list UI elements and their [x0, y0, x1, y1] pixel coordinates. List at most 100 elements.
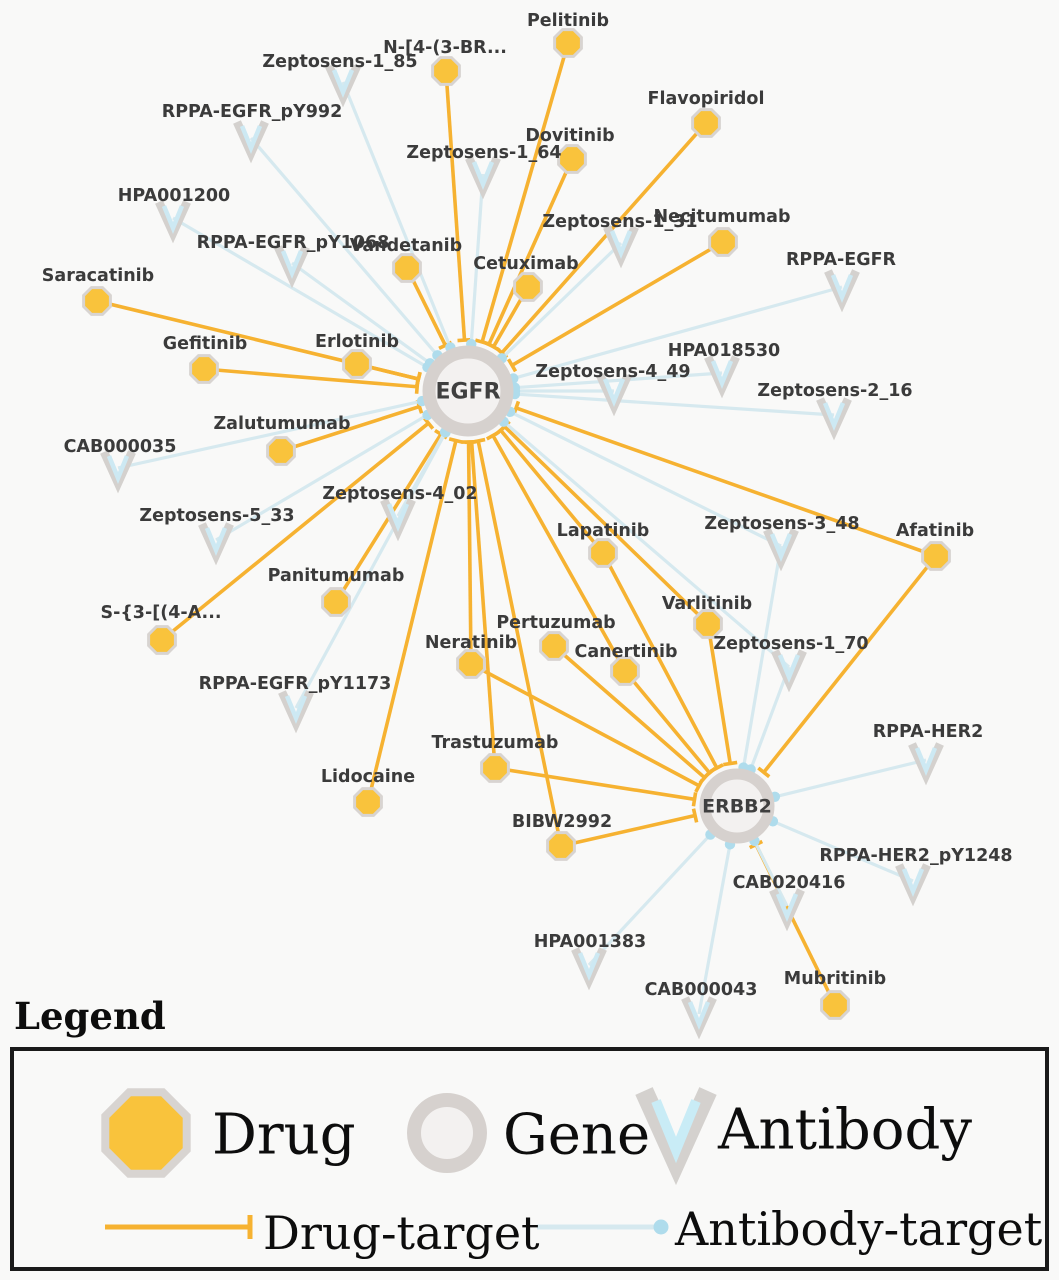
- antibody-node-rppa_egfr_py992: [233, 120, 269, 164]
- drug-label-varlitinib: Varlitinib: [662, 594, 752, 614]
- antibody-node-hpa018530: [704, 355, 740, 399]
- antibody-node-zeptosens_3_48: [763, 528, 799, 572]
- antibody-node-zeptosens_4_02: [380, 498, 416, 542]
- antibody-target-edge: [215, 413, 429, 542]
- antibody-label-zeptosens_1_85: Zeptosens-1_85: [262, 52, 417, 72]
- antibody-target-edge: [514, 392, 835, 417]
- drug-target-edge: [500, 121, 708, 355]
- antibody-label-zeptosens_1_70: Zeptosens-1_70: [713, 634, 868, 654]
- drug-target-edge: [160, 421, 430, 642]
- antibody-label-zeptosens_4_02: Zeptosens-4_02: [322, 484, 477, 504]
- drug-target-edge: [280, 404, 420, 453]
- antibody-label-zeptosens_1_31: Zeptosens-1_31: [542, 212, 697, 232]
- drug-target-edge: [487, 158, 574, 346]
- gene-node-swatch: [407, 1093, 487, 1173]
- antibody-node-zeptosens_1_31: [603, 225, 639, 269]
- antibody-node-zeptosens_2_16: [816, 397, 852, 441]
- drug-label-afatinib: Afatinib: [896, 521, 974, 541]
- drug-node-varlitinib: [693, 609, 723, 639]
- antibody-label-cab000043: CAB000043: [645, 980, 758, 1000]
- drug-node-afatinib: [921, 541, 951, 571]
- drug-node-zalutumumab: [266, 436, 296, 466]
- legend-gene-label: Gene: [503, 1102, 651, 1168]
- drug-node-erlotinib: [342, 349, 372, 379]
- drug-target-tee: [448, 437, 464, 444]
- legend-antibody-label: Antibody: [718, 1097, 972, 1163]
- drug-label-flavopiridol: Flavopiridol: [648, 89, 765, 109]
- drug-node-necitumumab: [708, 227, 738, 257]
- gene-node-ERBB2: [699, 768, 775, 844]
- antibody-node-zeptosens_1_70: [771, 649, 807, 693]
- gene-label-ERBB2: ERBB2: [702, 796, 772, 818]
- drug-target-edge: [203, 367, 418, 389]
- drug-label-trastuzumab: Trastuzumab: [432, 733, 559, 753]
- antibody-target-edge: [291, 261, 431, 365]
- antibody-target-edge: [749, 666, 791, 771]
- antibody-target-edge: [753, 840, 789, 907]
- drug-target-edge: [706, 623, 733, 764]
- drug-label-mubritinib: Mubritinib: [784, 969, 886, 989]
- legend-drug-label: Drug: [212, 1102, 356, 1168]
- antibody-label-cab020416: CAB020416: [733, 873, 846, 893]
- gene-node-EGFR: [422, 345, 514, 437]
- antibody-target-edge: [500, 241, 623, 360]
- antibody-node-rppa_egfr_py1173: [278, 690, 314, 734]
- antibody-target-edge: [294, 431, 447, 709]
- drug-target-edge: [503, 425, 710, 626]
- drug-target-tee: [723, 760, 738, 767]
- antibody-target-edge: [249, 136, 439, 357]
- drug-target-tee: [709, 763, 724, 773]
- drug-target-edge: [444, 70, 467, 341]
- legend-drug-edge-label: Drug-target: [263, 1206, 540, 1260]
- drug-target-edge: [515, 406, 937, 558]
- drug-label-gefitinib: Gefitinib: [163, 334, 248, 354]
- gene-label-EGFR: EGFR: [435, 380, 500, 405]
- antibody-node-cab020416: [769, 888, 805, 932]
- antibody-label-hpa001383: HPA001383: [534, 932, 646, 952]
- drug-target-edge: [469, 441, 497, 769]
- antibody-label-rppa_egfr_py1173: RPPA-EGFR_pY1173: [199, 674, 392, 694]
- drug-label-panitumumab: Panitumumab: [268, 566, 405, 586]
- antibody-target-edge: [514, 371, 723, 390]
- antibody-target-edge: [509, 410, 782, 548]
- legend-title: Legend: [14, 994, 166, 1038]
- drug-target-tee: [415, 371, 422, 387]
- drug-target-tee: [691, 808, 699, 823]
- antibody-label-zeptosens_1_64: Zeptosens-1_64: [406, 143, 561, 163]
- antibody-label-hpa018530: HPA018530: [668, 341, 780, 361]
- drug-target-edge: [480, 42, 570, 343]
- drug-node-lapatinib: [588, 538, 618, 568]
- drug-node-canertinib: [610, 656, 640, 686]
- drug-node-flavopiridol: [691, 108, 721, 138]
- antibody-label-cab000035: CAB000035: [64, 437, 177, 457]
- legend-swatches: [101, 1087, 717, 1239]
- antibody-node-hpa001200: [155, 200, 191, 244]
- drug-target-edge: [623, 669, 711, 775]
- antibody-label-rppa_egfr: RPPA-EGFR: [786, 250, 897, 270]
- drug-target-edge: [499, 429, 605, 555]
- drug-node-saracatinib: [82, 286, 112, 316]
- drug-label-bibw2992: BIBW2992: [512, 812, 612, 832]
- drug-label-vandetanib: Vandetanib: [350, 236, 462, 256]
- antibody-node-zeptosens_1_85: [325, 64, 361, 108]
- drug-target-edge: [762, 554, 938, 774]
- legend-box: Drug Gene Antibody Drug-target Antibody-…: [10, 1047, 1049, 1271]
- drug-node-pertuzumab: [539, 631, 569, 661]
- drug-label-n4_3br: N-[4-(3-BR...: [383, 38, 507, 58]
- antibody-node-cab000035: [100, 450, 136, 494]
- drug-node-n4_3br: [431, 56, 461, 86]
- antibody-target-edge: [741, 545, 783, 768]
- drug-target-tee: [757, 766, 771, 779]
- drug-target-edge: [494, 766, 695, 802]
- drug-label-necitumumab: Necitumumab: [654, 207, 791, 227]
- drug-label-pelitinib: Pelitinib: [527, 11, 609, 31]
- antibody-node-rppa_her2_py1248: [895, 863, 931, 907]
- drug-label-s3_4a: S-{3-[(4-A...: [100, 603, 221, 623]
- drug-node-lidocaine: [353, 787, 383, 817]
- drug-target-edge: [470, 662, 700, 788]
- drug-target-tee: [486, 341, 501, 352]
- antibody-label-rppa_egfr_py992: RPPA-EGFR_pY992: [162, 102, 343, 122]
- drug-target-edge: [491, 434, 627, 672]
- antibody-target-edge: [502, 420, 791, 669]
